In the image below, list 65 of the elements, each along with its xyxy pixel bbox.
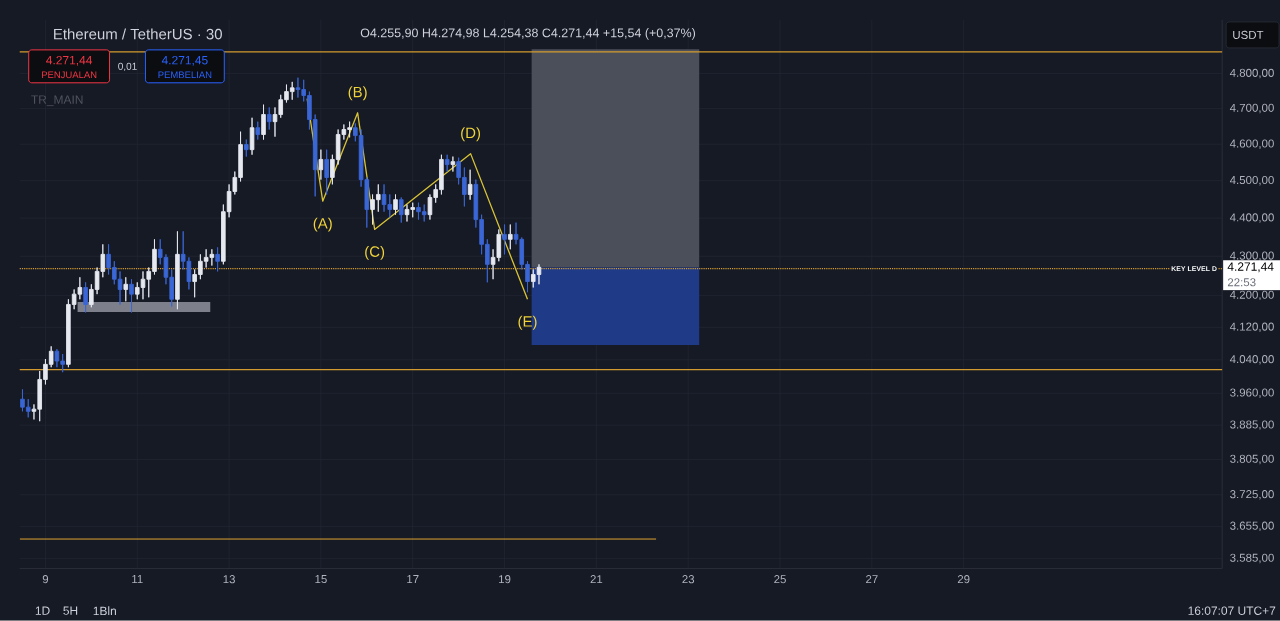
annotation: (A) (313, 217, 332, 232)
annotation: (C) (365, 246, 385, 261)
y-tick-label: 4.800,00 (1229, 68, 1274, 79)
text: 4.271,44 (1227, 262, 1274, 273)
candlestick (502, 224, 507, 255)
text: O4.255,90 H4.274,98 L4.254,38 C4.271,44 +15,54 (+0,37%) (360, 28, 696, 40)
candlestick (249, 117, 255, 156)
text: 1D (35, 606, 50, 615)
y-tick-label: 3.885,00 (1230, 420, 1274, 431)
y-tick-label: 4.600,00 (1229, 139, 1274, 150)
text: 5H (63, 606, 78, 616)
y-tick-label: 4.300,00 (1229, 251, 1274, 262)
annotation: (E) (518, 315, 537, 330)
y-tick-label: 4.120,00 (1229, 322, 1274, 333)
candlestick (324, 149, 329, 196)
x-tick-label: 9 (42, 575, 49, 584)
text: 22:53 (1227, 278, 1256, 287)
annotation: PENJUALAN (41, 71, 97, 79)
annotation: 4.271,44 (46, 56, 93, 66)
x-tick-label: 25 (774, 575, 786, 584)
chart-title: Ethereum / TetherUS · 30 (54, 28, 222, 40)
candlestick (450, 156, 456, 173)
annotation: 4.271,45 (161, 56, 208, 66)
annotation: 0,01 (118, 62, 137, 72)
y-tick-label: 4.040,00 (1229, 355, 1274, 365)
candlestick (255, 121, 261, 141)
text: USDT (1233, 31, 1264, 40)
text: 16:07:07 UTC+7 (1188, 606, 1276, 616)
x-tick-label: 15 (315, 575, 327, 584)
x-tick-label: 27 (866, 575, 878, 584)
candlestick (123, 276, 129, 302)
x-tick-label: 23 (682, 575, 695, 584)
x-tick-label: 21 (590, 575, 603, 584)
y-tick-label: 4.500,00 (1229, 176, 1274, 186)
y-tick-label: 3.655,00 (1230, 521, 1274, 532)
candlestick (318, 149, 324, 181)
x-tick-label: 11 (132, 575, 143, 584)
y-tick-label: 3.585,00 (1230, 553, 1274, 564)
candlestick (398, 197, 404, 224)
y-tick-label: 4.200,00 (1229, 290, 1274, 301)
annotation: PEMBELIAN (158, 71, 212, 79)
x-tick-label: 19 (499, 575, 511, 584)
candlestick (175, 231, 180, 310)
annotation: TR_MAIN (31, 95, 83, 107)
x-tick-label: 17 (407, 575, 419, 584)
candlestick (393, 194, 398, 216)
candlestick (129, 278, 134, 314)
candlestick (83, 282, 88, 314)
y-tick-label: 3.725,00 (1230, 490, 1274, 500)
y-tick-label: 3.960,00 (1230, 388, 1274, 399)
x-tick-label: 29 (957, 575, 970, 584)
y-tick-label: 4.700,00 (1229, 103, 1274, 114)
text: 1Bln (93, 606, 116, 616)
candlestick (444, 154, 450, 173)
candlestick (244, 139, 249, 158)
y-tick-label: 4.400,00 (1229, 213, 1274, 223)
y-tick-label: 3.805,00 (1230, 454, 1274, 465)
x-tick-label: 13 (223, 575, 235, 584)
candlestick (508, 224, 513, 250)
candlestick (215, 247, 220, 273)
annotation: (D) (461, 127, 481, 142)
candlestick (467, 169, 473, 201)
annotation: (B) (348, 86, 367, 101)
candlestick (261, 104, 266, 141)
candlestick (266, 107, 272, 131)
